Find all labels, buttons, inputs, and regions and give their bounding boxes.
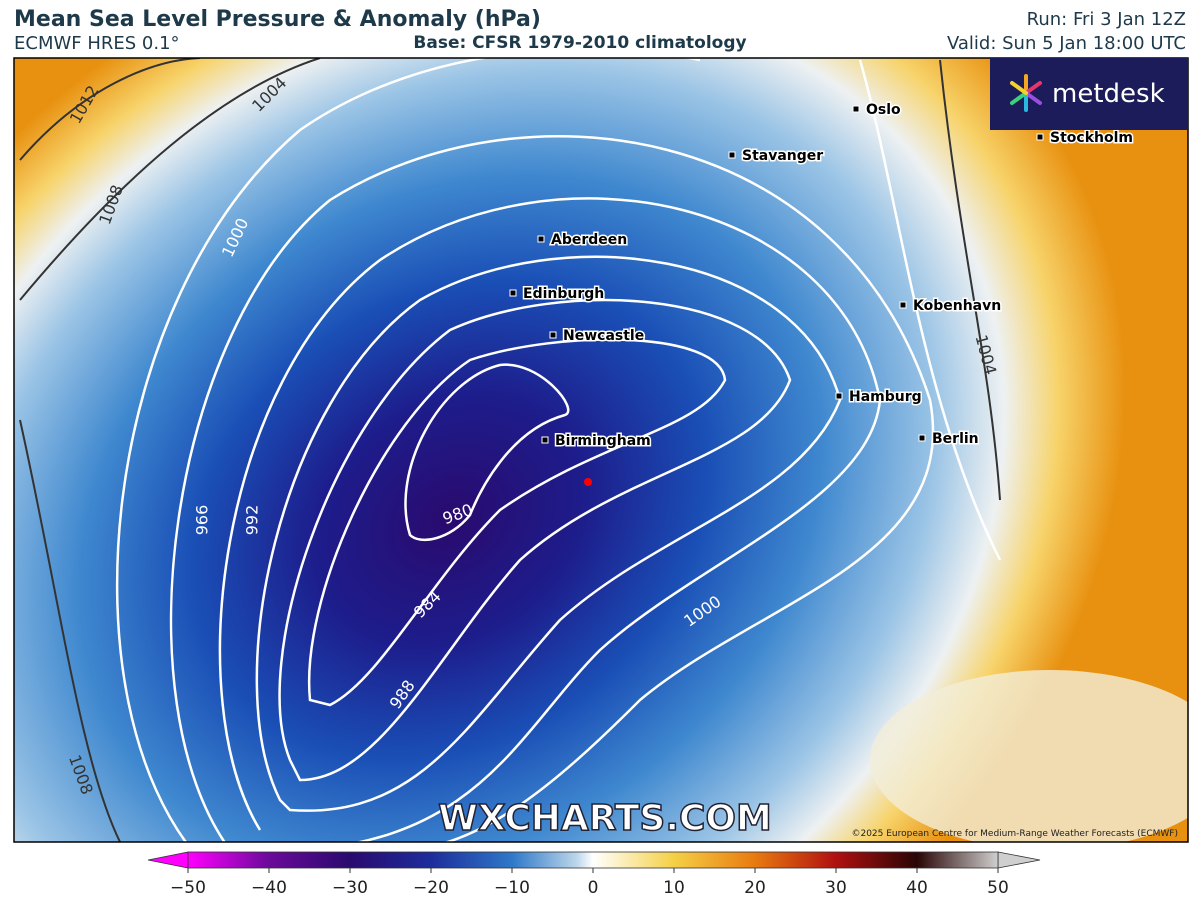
city-label: Newcastle bbox=[563, 328, 644, 344]
run: Run: Fri 3 Jan 12Z bbox=[1027, 9, 1186, 30]
city-label: Stavanger bbox=[742, 148, 823, 164]
map-frame bbox=[13, 57, 1189, 843]
logo: metdesk bbox=[1052, 79, 1165, 109]
isobar-label: 992 bbox=[243, 505, 262, 536]
outer-isobars bbox=[19, 58, 1001, 842]
colorbar-tick-label: −40 bbox=[251, 878, 287, 898]
city-dot bbox=[1036, 133, 1044, 141]
city-dot bbox=[852, 105, 860, 113]
colorbar-tick-label: 20 bbox=[744, 878, 766, 898]
base: Base: CFSR 1979-2010 climatology bbox=[413, 33, 746, 53]
city-label: Birmingham bbox=[555, 433, 651, 449]
colorbar-tick-label: 30 bbox=[825, 878, 847, 898]
city-label: Kobenhavn bbox=[913, 298, 1001, 314]
city-dot bbox=[899, 301, 907, 309]
city-dot bbox=[537, 235, 545, 243]
city-dot bbox=[728, 151, 736, 159]
city-label: Edinburgh bbox=[523, 286, 604, 302]
city-label: Hamburg bbox=[849, 389, 922, 405]
title: Mean Sea Level Pressure & Anomaly (hPa) bbox=[14, 7, 541, 32]
city-dot bbox=[835, 392, 843, 400]
colorbar-tick-label: −10 bbox=[494, 878, 530, 898]
colorbar-tick-label: 40 bbox=[906, 878, 928, 898]
city-dot bbox=[918, 434, 926, 442]
copyright: ©2025 European Centre for Medium-Range W… bbox=[851, 829, 1178, 839]
watermark: WXCHARTS.COM bbox=[438, 798, 772, 839]
map: Oslo Stockholm Stavanger Aberdeen Edinburgh K… bbox=[14, 58, 1188, 842]
model: ECMWF HRES 0.1° bbox=[14, 33, 180, 54]
city-dot bbox=[549, 331, 557, 339]
city-label: Aberdeen bbox=[551, 232, 627, 248]
colorbar-tick-label: 10 bbox=[663, 878, 685, 898]
isobar-label: 966 bbox=[193, 505, 212, 536]
city-label: Stockholm bbox=[1050, 130, 1133, 146]
colorbar: −50 −40 −30 −20 −10 0 10 20 30 40 50 bbox=[147, 851, 1041, 898]
city-dot bbox=[509, 289, 517, 297]
colorbar-tick-label: −20 bbox=[413, 878, 449, 898]
land-anomaly bbox=[870, 670, 1188, 842]
city-dot bbox=[541, 436, 549, 444]
logo-box: metdesk bbox=[990, 58, 1188, 130]
colorbar-tick-label: 50 bbox=[987, 878, 1009, 898]
colorbar-tick-label: −50 bbox=[170, 878, 206, 898]
isobars bbox=[115, 58, 1002, 842]
colorbar-tick-label: 0 bbox=[588, 878, 599, 898]
city-label: Berlin bbox=[932, 431, 979, 447]
valid: Valid: Sun 5 Jan 18:00 UTC bbox=[947, 33, 1186, 54]
city-label: Oslo bbox=[866, 102, 901, 118]
colorbar-tick-label: −30 bbox=[332, 878, 368, 898]
marker bbox=[584, 478, 592, 486]
